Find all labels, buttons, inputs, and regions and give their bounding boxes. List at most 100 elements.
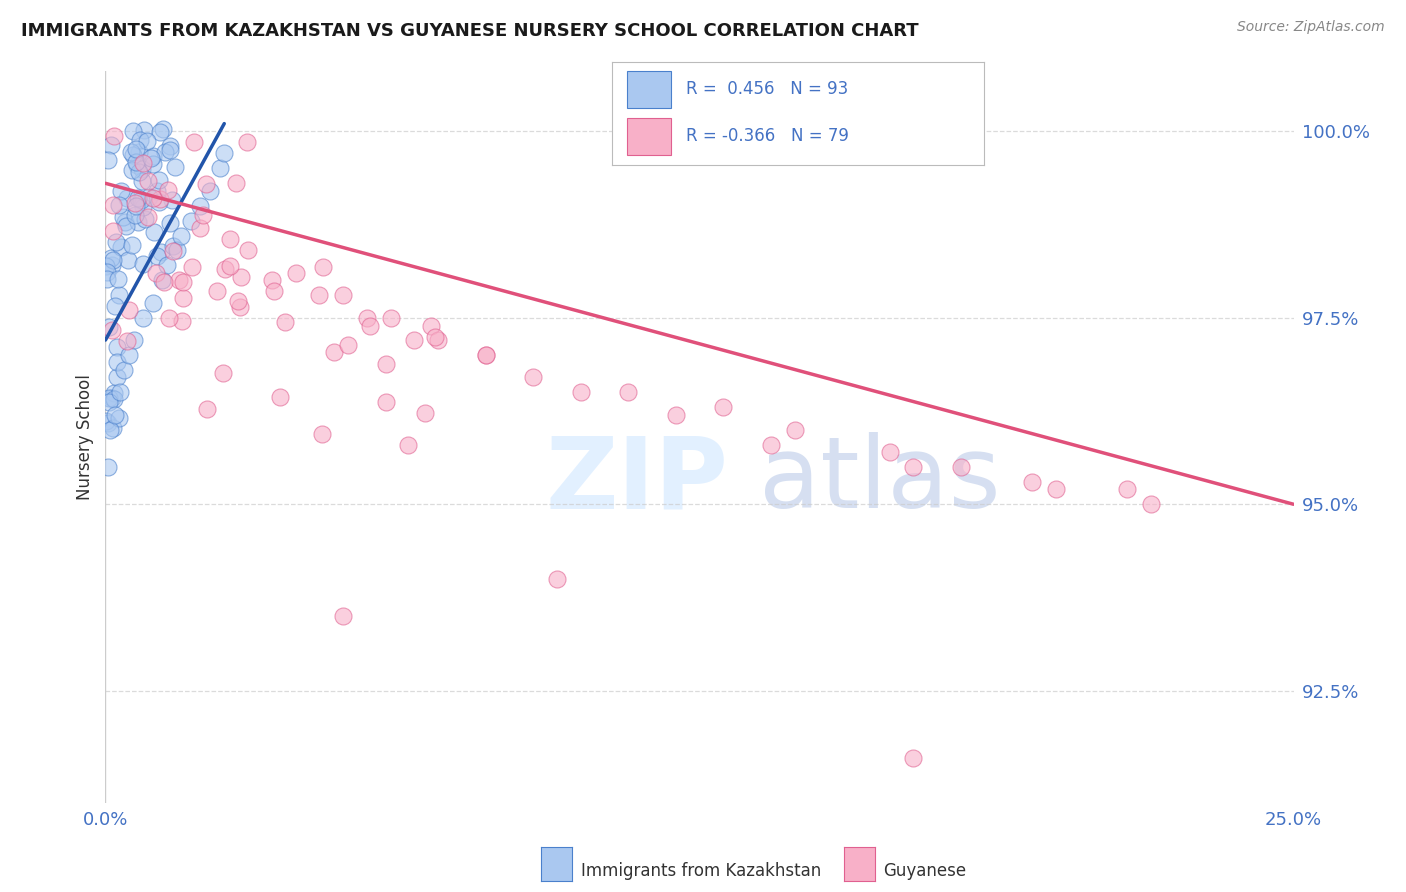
Point <box>142 148 165 162</box>
Point <box>337 338 360 352</box>
Point <box>546 572 568 586</box>
Point <box>308 288 330 302</box>
Point <box>127 214 149 228</box>
Point <box>131 161 153 176</box>
Point <box>198 184 221 198</box>
Point <box>1045 483 1067 497</box>
Point <box>149 193 172 207</box>
Point <box>172 275 194 289</box>
Point <box>98 394 121 409</box>
Point <box>569 385 592 400</box>
Point <box>105 340 128 354</box>
Point <box>148 194 170 209</box>
Point <box>107 272 129 286</box>
Point <box>949 459 972 474</box>
Point <box>195 178 218 192</box>
Point <box>145 266 167 280</box>
Point <box>323 345 346 359</box>
Point <box>129 193 152 207</box>
Point <box>711 401 734 415</box>
Point <box>103 129 125 144</box>
Point <box>100 138 122 153</box>
Point <box>274 315 297 329</box>
Text: R =  0.456   N = 93: R = 0.456 N = 93 <box>686 80 848 98</box>
Point <box>212 366 235 380</box>
Point <box>152 121 174 136</box>
Point <box>903 459 925 474</box>
Point <box>138 174 160 188</box>
Text: Source: ZipAtlas.com: Source: ZipAtlas.com <box>1237 20 1385 34</box>
Point <box>214 146 236 161</box>
Point <box>100 323 122 337</box>
Point <box>195 402 218 417</box>
Point <box>229 300 252 314</box>
Point <box>159 139 181 153</box>
Point <box>415 406 437 420</box>
Point <box>128 145 150 160</box>
Point <box>142 157 165 171</box>
Point <box>617 385 640 400</box>
Point <box>124 196 146 211</box>
Point <box>214 262 236 277</box>
Point <box>108 385 131 400</box>
Point <box>474 348 496 362</box>
Point <box>312 260 335 274</box>
Point <box>96 259 118 273</box>
Point <box>127 191 149 205</box>
Point <box>375 395 398 409</box>
Point <box>156 259 179 273</box>
Point <box>101 391 124 405</box>
Point <box>474 348 496 362</box>
Point <box>162 244 184 258</box>
Point <box>665 408 688 422</box>
Point <box>167 273 190 287</box>
Point <box>124 199 146 213</box>
Point <box>170 228 193 243</box>
Text: Immigrants from Kazakhstan: Immigrants from Kazakhstan <box>581 862 821 880</box>
Text: R = -0.366   N = 79: R = -0.366 N = 79 <box>686 128 849 145</box>
Point <box>1021 475 1043 489</box>
Point <box>172 291 194 305</box>
Point <box>156 183 179 197</box>
Point <box>108 288 131 302</box>
Point <box>105 355 128 369</box>
Point <box>100 258 122 272</box>
Point <box>1116 483 1139 497</box>
Point <box>121 237 143 252</box>
Point <box>165 160 187 174</box>
Point <box>191 208 214 222</box>
Text: IMMIGRANTS FROM KAZAKHSTAN VS GUYANESE NURSERY SCHOOL CORRELATION CHART: IMMIGRANTS FROM KAZAKHSTAN VS GUYANESE N… <box>21 22 918 40</box>
Point <box>359 319 381 334</box>
Point <box>219 260 242 274</box>
FancyBboxPatch shape <box>627 70 671 108</box>
Point <box>118 303 141 318</box>
Point <box>205 284 228 298</box>
Point <box>879 445 901 459</box>
Point <box>97 320 120 334</box>
Point <box>121 162 143 177</box>
Point <box>131 174 153 188</box>
Point <box>180 260 202 275</box>
Point <box>96 272 118 286</box>
Point <box>208 161 231 176</box>
Text: Guyanese: Guyanese <box>883 862 966 880</box>
Point <box>183 135 205 149</box>
Point <box>1140 497 1163 511</box>
Point <box>110 240 132 254</box>
Point <box>115 191 138 205</box>
Point <box>263 284 285 298</box>
Point <box>155 145 177 159</box>
Point <box>132 257 155 271</box>
Point <box>229 270 252 285</box>
Point <box>96 265 118 279</box>
Point <box>104 235 127 249</box>
Point <box>101 421 124 435</box>
Point <box>103 385 125 400</box>
Point <box>118 348 141 362</box>
Point <box>146 184 169 198</box>
Point <box>427 333 450 347</box>
Point <box>522 370 544 384</box>
Point <box>166 244 188 258</box>
Text: atlas: atlas <box>759 433 1001 530</box>
Point <box>142 191 165 205</box>
